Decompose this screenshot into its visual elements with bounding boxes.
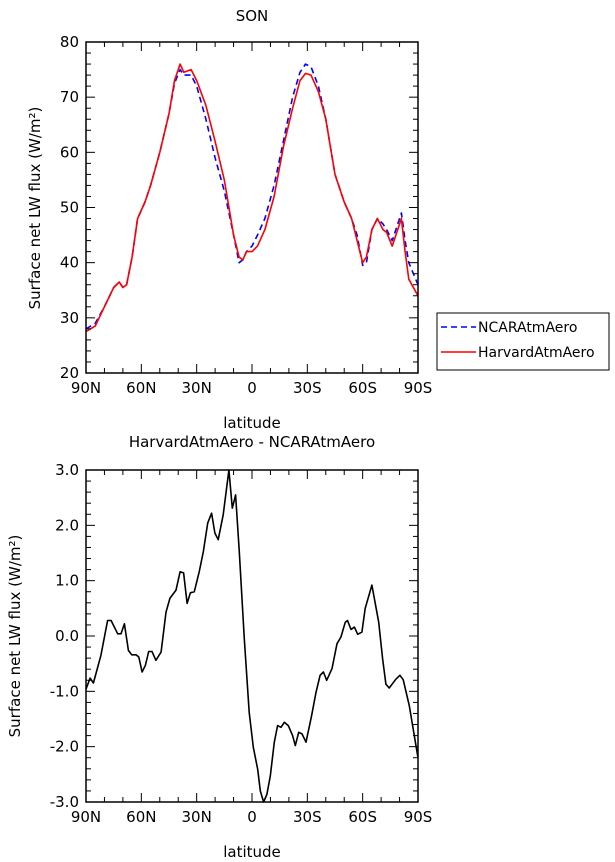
x-tick-label: 60N: [126, 808, 156, 826]
top-x-axis-label: latitude: [223, 414, 281, 432]
top-chart-title: SON: [236, 7, 269, 25]
x-tick-label: 60S: [348, 808, 377, 826]
plot-frame: [85, 469, 419, 803]
y-tick-label: 60: [60, 143, 79, 161]
x-tick-label: 60N: [126, 379, 156, 397]
series-line-harvardatmaero: [85, 63, 419, 333]
x-tick-label: 0: [247, 808, 257, 826]
y-tick-label: -2.0: [50, 738, 79, 756]
y-tick-label: 80: [60, 33, 79, 51]
legend-label-ncar: NCARAtmAero: [478, 320, 577, 336]
y-tick-label: 3.0: [55, 461, 79, 479]
legend-label-harvard: HarvardAtmAero: [478, 345, 595, 361]
legend: NCARAtmAero HarvardAtmAero: [436, 312, 610, 371]
bottom-chart-title: HarvardAtmAero - NCARAtmAero: [129, 433, 375, 451]
y-tick-label: 2.0: [55, 516, 79, 534]
bottom-x-axis-label: latitude: [223, 843, 281, 861]
bottom-y-axis-label: Surface net LW flux (W/m²): [6, 535, 24, 738]
y-tick-label: 70: [60, 88, 79, 106]
x-tick-label: 30S: [293, 379, 322, 397]
legend-box: [436, 312, 610, 371]
x-tick-label: 30N: [182, 808, 212, 826]
x-tick-label: 90N: [71, 808, 101, 826]
y-tick-label: 40: [60, 254, 79, 272]
series-line-harvardatmaero-ncaratmaero: [85, 469, 419, 803]
bottom-chart: HarvardAtmAero - NCARAtmAero latitude Su…: [6, 433, 432, 861]
top-chart: SON latitude Surface net LW flux (W/m²) …: [26, 7, 432, 432]
y-tick-label: 50: [60, 199, 79, 217]
y-tick-label: 20: [60, 364, 79, 382]
x-tick-label: 0: [247, 379, 257, 397]
series-line-ncaratmaero: [85, 63, 419, 330]
y-tick-label: -3.0: [50, 793, 79, 811]
y-tick-label: 0.0: [55, 627, 79, 645]
y-tick-label: 1.0: [55, 572, 79, 590]
plot-frame: [85, 41, 419, 374]
x-tick-label: 30N: [182, 379, 212, 397]
x-tick-label: 60S: [348, 379, 377, 397]
x-tick-label: 90N: [71, 379, 101, 397]
x-tick-label: 90S: [404, 808, 433, 826]
y-tick-label: 30: [60, 309, 79, 327]
x-tick-label: 90S: [404, 379, 433, 397]
y-tick-label: -1.0: [50, 682, 79, 700]
top-y-axis-label: Surface net LW flux (W/m²): [26, 107, 44, 310]
x-tick-label: 30S: [293, 808, 322, 826]
